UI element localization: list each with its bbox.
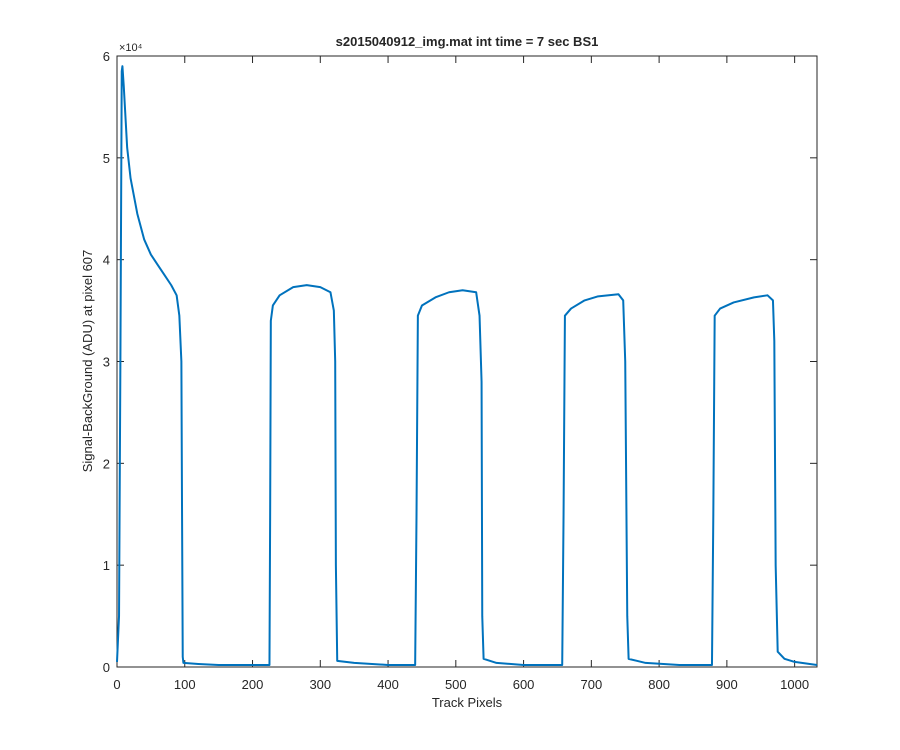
x-tick-label: 0 — [113, 677, 120, 692]
y-tick-label: 1 — [103, 558, 110, 573]
x-tick-label: 100 — [174, 677, 196, 692]
y-exponent: ×10⁴ — [119, 42, 143, 54]
y-tick-label: 0 — [103, 660, 110, 675]
y-tick-label: 4 — [103, 253, 110, 268]
chart-title: s2015040912_img.mat int time = 7 sec BS1 — [336, 34, 599, 49]
y-tick-label: 6 — [103, 49, 110, 64]
plot-frame — [116, 55, 818, 668]
x-tick-label: 300 — [309, 677, 331, 692]
x-axis-label: Track Pixels — [432, 695, 503, 710]
x-tick-label: 800 — [648, 677, 670, 692]
x-tick-label: 1000 — [780, 677, 809, 692]
y-tick-label: 5 — [103, 151, 110, 166]
x-tick-label: 700 — [580, 677, 602, 692]
data-line — [116, 65, 818, 666]
y-tick-label: 3 — [103, 355, 110, 370]
x-tick-label: 900 — [716, 677, 738, 692]
x-tick-label: 500 — [445, 677, 467, 692]
x-tick-label: 400 — [377, 677, 399, 692]
y-tick-label: 2 — [103, 456, 110, 471]
x-tick-label: 600 — [513, 677, 535, 692]
y-axis-label: Signal-BackGround (ADU) at pixel 607 — [80, 250, 95, 473]
x-tick-label: 200 — [242, 677, 264, 692]
